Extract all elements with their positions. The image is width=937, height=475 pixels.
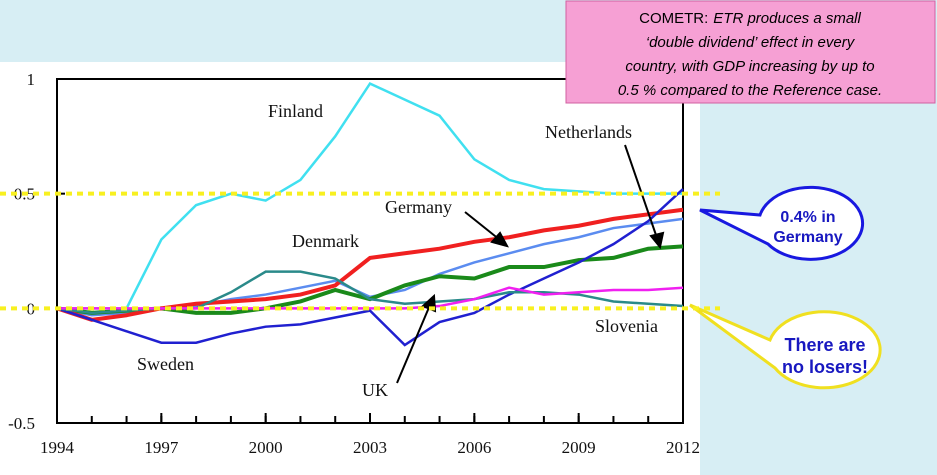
x-tick-label: 2012 (666, 438, 700, 457)
y-tick-label: -0.5 (8, 414, 35, 433)
x-tick-label: 2000 (249, 438, 283, 457)
series-label: Slovenia (595, 316, 658, 336)
series-label: Netherlands (545, 122, 632, 142)
germany-callout (699, 185, 865, 261)
note-text: COMETR: ETR produces a small (639, 10, 861, 27)
line-series (56, 188, 684, 347)
callout-text: 0.4% in (780, 209, 835, 226)
arrow (396, 304, 431, 384)
losers-callout (689, 303, 882, 390)
series-label: UK (362, 380, 388, 400)
callout-text: no losers! (782, 357, 868, 377)
note-label: COMETR: (639, 10, 708, 27)
note-line: ‘double dividend’ effect in every (646, 34, 856, 51)
x-tick-label: 2006 (457, 438, 491, 457)
note: COMETR: ETR produces a small ‘double divid… (618, 10, 882, 99)
series-label: Finland (268, 101, 323, 121)
line-series (57, 286, 684, 310)
note-box (565, 0, 936, 104)
chart-panel (0, 62, 700, 475)
x-tick-label: 2003 (353, 438, 387, 457)
y-tick-label: 1 (27, 70, 36, 89)
series-label: Sweden (137, 354, 194, 374)
callout-text: Germany (773, 229, 842, 246)
x-tick-label: 1997 (144, 438, 179, 457)
arrowhead (490, 231, 509, 248)
note-line: ETR produces a small (713, 10, 861, 27)
x-tick-label: 1994 (40, 438, 75, 457)
series-label: Denmark (292, 231, 359, 251)
arrow (464, 211, 501, 241)
callout-text: There are (784, 335, 865, 355)
x-tick-label: 2009 (562, 438, 596, 457)
y-tick-label: 0 (27, 299, 36, 318)
arrowhead (649, 231, 665, 250)
plot (56, 78, 684, 424)
series-label: Germany (385, 197, 452, 217)
note-line: 0.5 % compared to the Reference case. (618, 82, 882, 99)
arrow (624, 144, 658, 239)
line-series (57, 82, 683, 310)
note-line: country, with GDP increasing by up to (625, 58, 874, 75)
